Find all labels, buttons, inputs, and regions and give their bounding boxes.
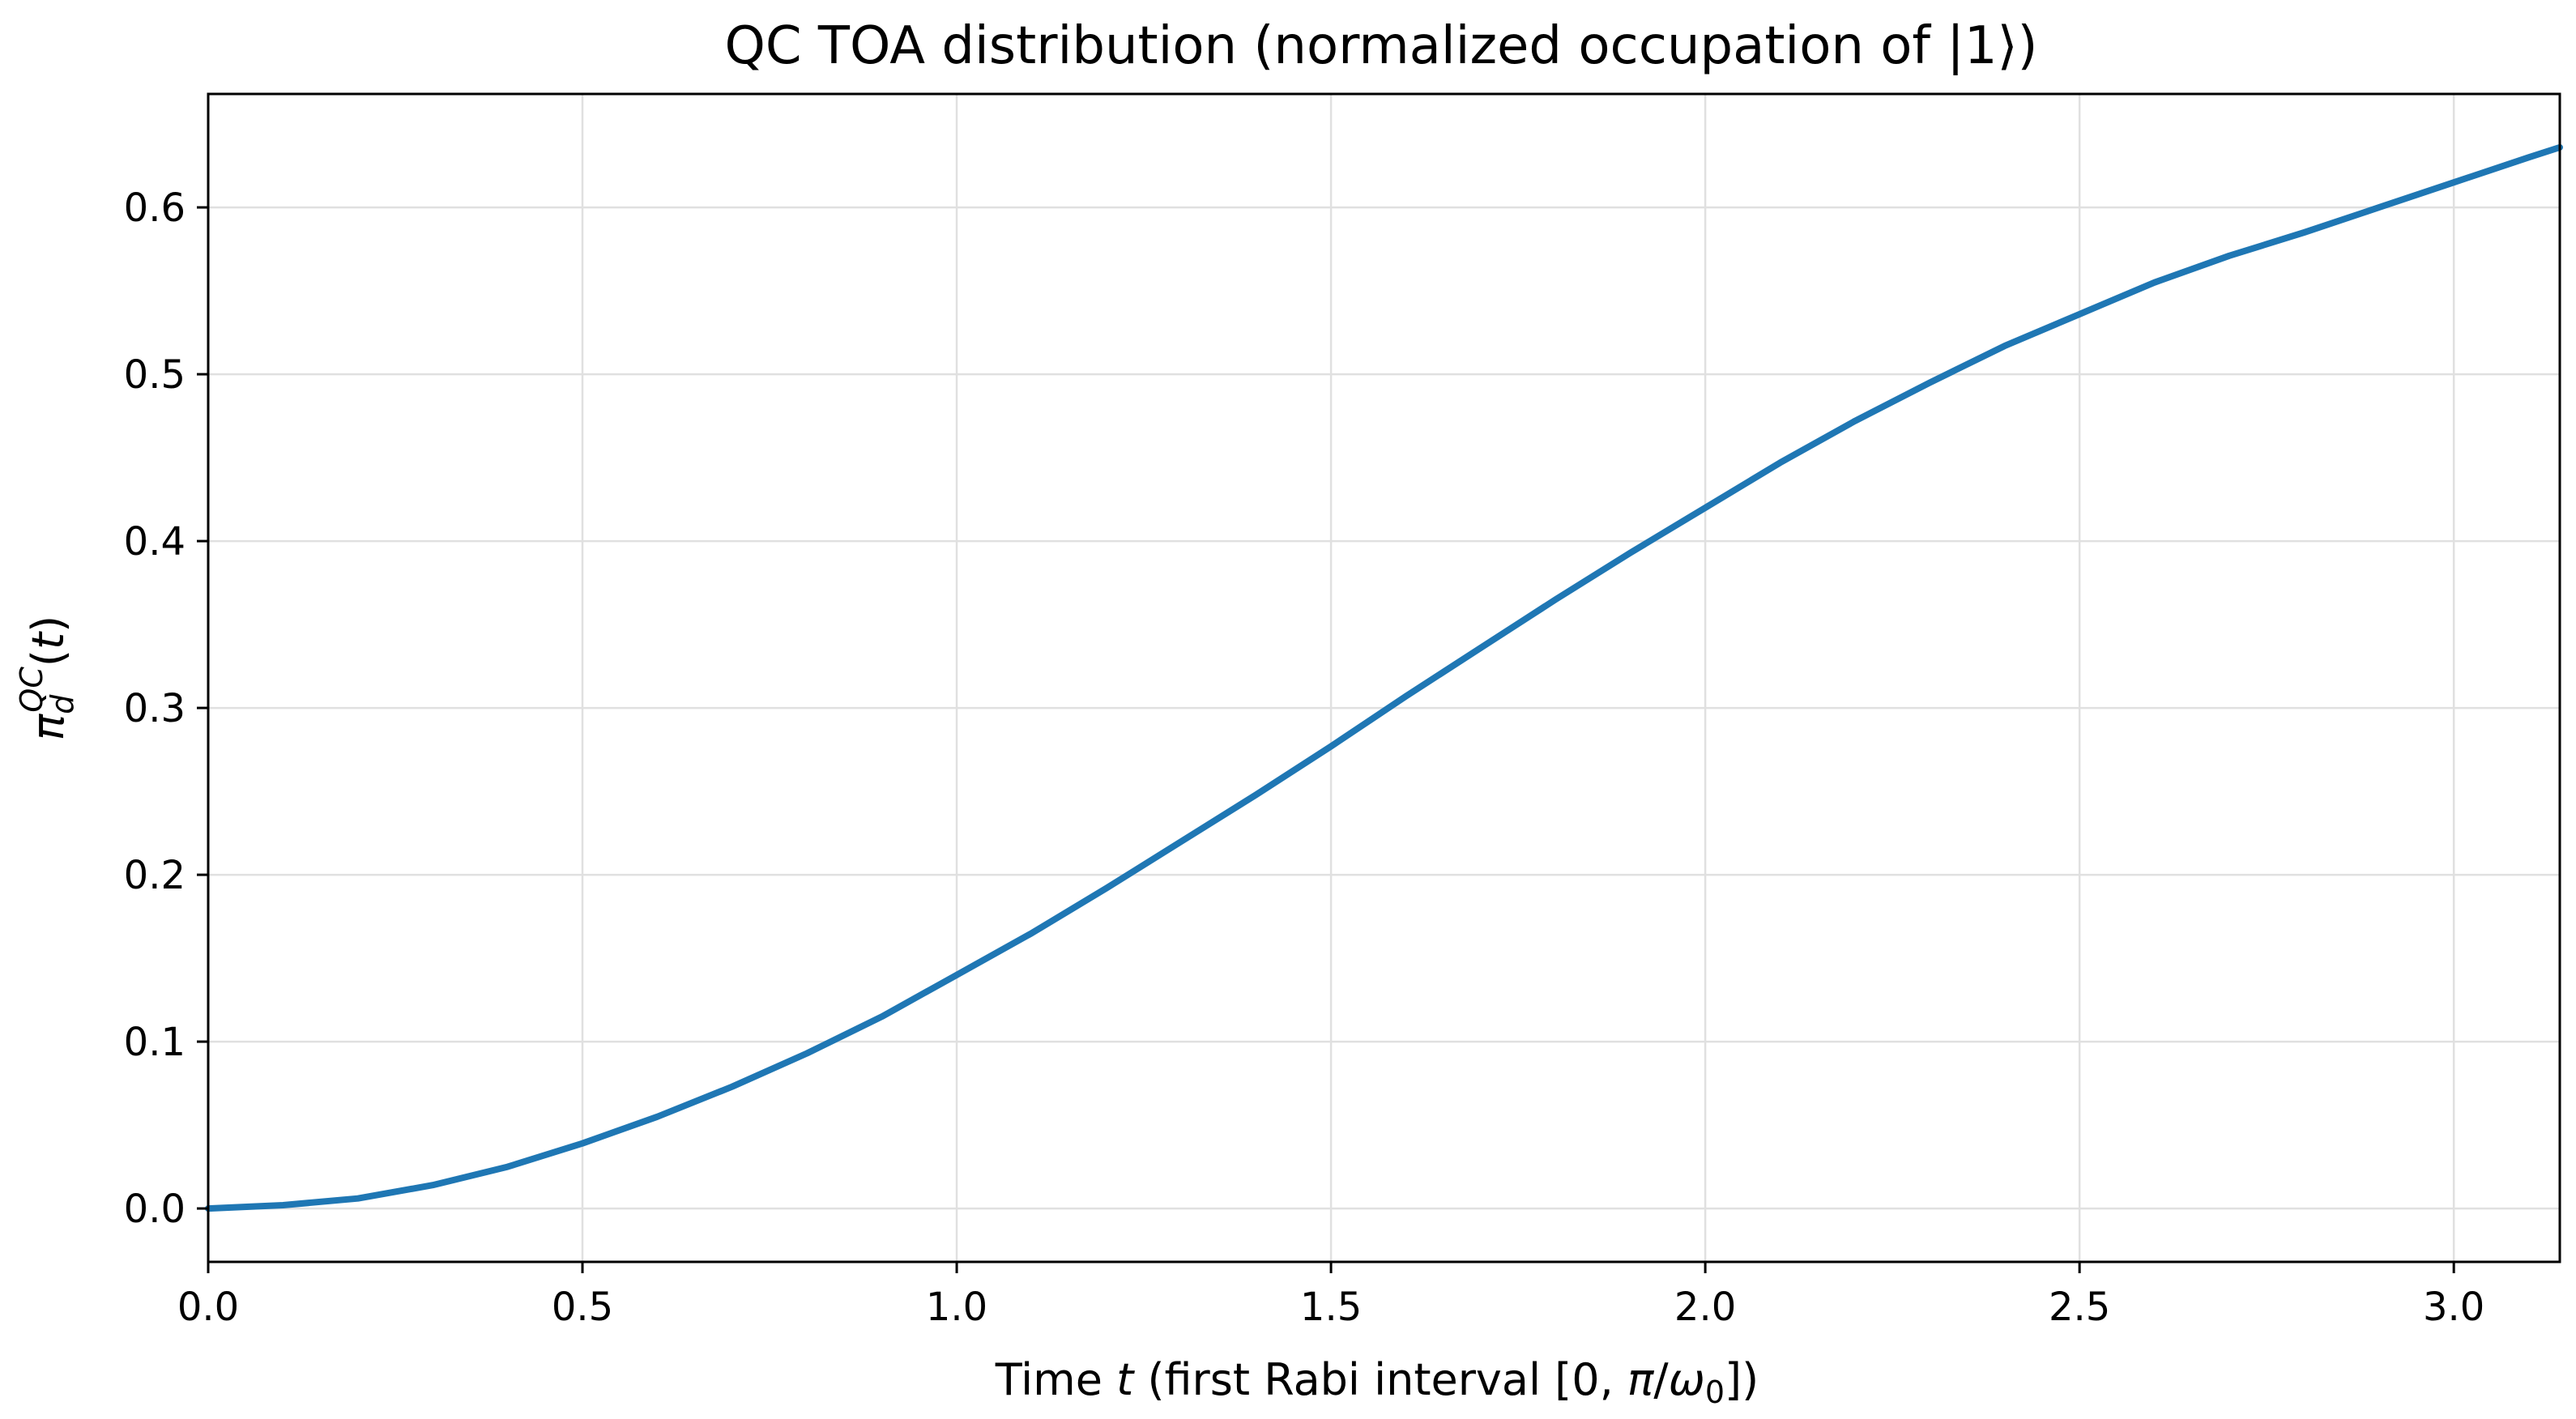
x-axis-label: Time t (first Rabi interval [0, π/ω0]) [995,1354,1759,1410]
y-tick-label: 0.4 [124,519,186,565]
x-tick-label: 0.0 [177,1285,239,1330]
grid [207,94,2560,1262]
y-axis-label-part: ( [23,650,74,667]
series-layer [205,143,2563,1212]
y-tick-label: 0.6 [124,185,186,231]
x-axis-label-part: ω [1669,1354,1705,1405]
y-axis-label-part: QC [14,667,49,713]
y-axis-label-part: d [45,694,80,714]
y-tick-label: 0.2 [124,853,186,898]
y-tick-label: 0.0 [124,1187,186,1232]
y-axis-label-part: t [23,631,74,650]
x-tick-label: 1.0 [926,1285,987,1330]
y-tick-label: 0.1 [124,1020,186,1065]
series-line [205,143,2563,1212]
x-axis: 0.0 0.5 1.0 1.5 2.0 2.5 3.0 [177,1262,2484,1330]
x-axis-label-part: π [1627,1354,1655,1405]
x-axis-label-part: / [1653,1354,1669,1405]
x-tick-label: 0.5 [552,1285,613,1330]
x-tick-label: 3.0 [2423,1285,2484,1330]
y-axis-label: πdQC(t() [14,616,80,740]
y-tick-label: 0.3 [124,686,186,731]
x-axis-label-part: Time [995,1354,1116,1405]
x-tick-label: 2.0 [1674,1285,1736,1330]
y-axis: 0.0 0.1 0.2 0.3 0.4 0.5 0.6 [124,185,208,1232]
x-tick-label: 1.5 [1300,1285,1362,1330]
y-tick-label: 0.5 [124,352,186,398]
x-axis-label-part: (first Rabi interval [0, [1133,1354,1627,1405]
x-axis-label-part: t [1116,1354,1135,1405]
x-tick-label: 2.5 [2049,1285,2110,1330]
plot-frame [207,92,2561,1263]
x-axis-label-part: 0 [1705,1374,1725,1410]
chart-title: QC TOA distribution (normalized occupati… [725,16,2038,76]
y-axis-label-part: π [23,713,74,740]
x-axis-label-part: ]) [1725,1354,1759,1405]
